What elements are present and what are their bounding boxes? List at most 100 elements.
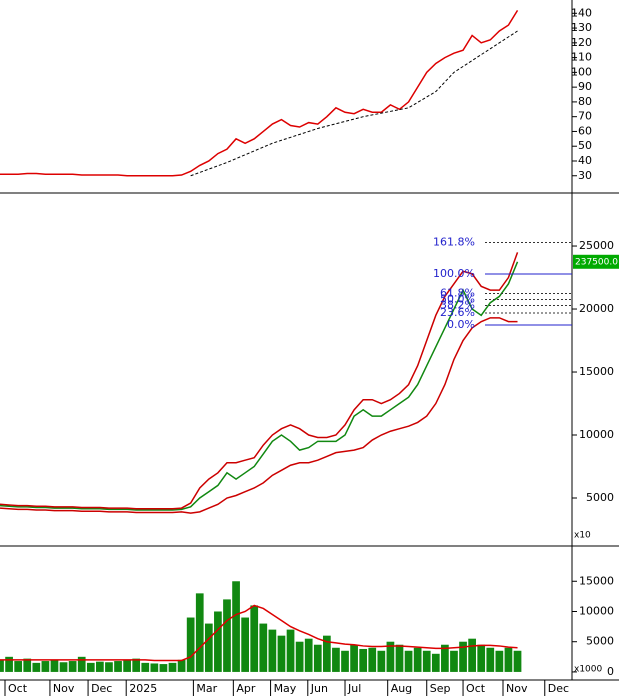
volume-bar bbox=[0, 659, 4, 672]
series-line bbox=[0, 261, 519, 511]
volume-bar bbox=[214, 611, 222, 672]
volume-bar bbox=[59, 662, 68, 672]
volume-bar bbox=[250, 605, 259, 672]
volume-bar bbox=[105, 662, 113, 672]
unit-label: x10 bbox=[574, 531, 591, 541]
y-tick-label: 50 bbox=[578, 139, 592, 152]
volume-bar bbox=[286, 629, 295, 672]
volume-bar bbox=[96, 661, 104, 672]
volume-bar bbox=[313, 644, 322, 672]
fib-label: 50.0% bbox=[440, 293, 475, 306]
fib-label: 38.2% bbox=[440, 299, 475, 312]
y-tick-label: 15000 bbox=[579, 574, 614, 587]
volume-bar bbox=[50, 659, 59, 672]
fib-label: 0.0% bbox=[447, 318, 475, 331]
volume-bar bbox=[23, 658, 32, 672]
x-tick-label: Sep bbox=[430, 682, 451, 695]
y-tick-label: 0 bbox=[607, 665, 614, 678]
volume-bar bbox=[422, 650, 431, 672]
y-tick-label: 30 bbox=[578, 169, 592, 182]
volume-bar bbox=[277, 635, 286, 672]
series-line bbox=[0, 9, 519, 177]
x-tick-label: Nov bbox=[506, 682, 528, 695]
volume-bar bbox=[86, 662, 95, 672]
x-tick-label: Oct bbox=[8, 682, 28, 695]
volume-bar bbox=[268, 629, 277, 672]
volume-bar bbox=[241, 617, 250, 672]
y-tick-label: 60 bbox=[578, 124, 592, 137]
x-tick-label: Jul bbox=[347, 682, 361, 695]
y-tick-label: 80 bbox=[578, 95, 592, 108]
y-tick-label: 100 bbox=[571, 65, 592, 78]
volume-bar bbox=[413, 647, 422, 672]
volume-bar bbox=[177, 659, 186, 672]
fib-label: 100.0% bbox=[433, 267, 475, 280]
last-price-label: 237500.0 bbox=[575, 257, 618, 267]
volume-bar bbox=[332, 647, 340, 672]
y-tick-label: 20000 bbox=[579, 302, 614, 315]
y-tick-label: 5000 bbox=[586, 491, 614, 504]
x-tick-label: 2025 bbox=[129, 682, 157, 695]
y-tick-label: 15000 bbox=[579, 365, 614, 378]
volume-bar bbox=[468, 638, 476, 672]
series-line bbox=[0, 317, 518, 514]
last-price-box bbox=[573, 254, 619, 269]
volume-bar bbox=[159, 664, 168, 672]
volume-bar bbox=[259, 623, 268, 672]
volume-bar bbox=[132, 658, 141, 672]
series-line bbox=[0, 604, 518, 662]
volume-bar bbox=[395, 644, 404, 672]
volume-bar bbox=[150, 663, 159, 672]
volume-bar bbox=[350, 644, 358, 672]
volume-bar bbox=[513, 650, 522, 672]
x-tick-label: Apr bbox=[236, 682, 256, 695]
volume-bar bbox=[295, 641, 304, 672]
y-tick-label: 90 bbox=[578, 80, 592, 93]
volume-bar bbox=[232, 581, 240, 672]
volume-bar bbox=[5, 656, 13, 672]
y-tick-label: 140 bbox=[571, 6, 592, 19]
unit-label: x1000 bbox=[574, 665, 603, 675]
x-tick-label: Aug bbox=[391, 682, 412, 695]
volume-bar bbox=[477, 644, 486, 672]
volume-bar bbox=[186, 617, 195, 672]
volume-bar bbox=[168, 662, 177, 672]
volume-bar bbox=[341, 650, 349, 672]
y-tick-label: 25000 bbox=[579, 239, 614, 252]
x-tick-label: May bbox=[274, 682, 297, 695]
y-tick-label: 70 bbox=[578, 110, 592, 123]
volume-bar bbox=[123, 659, 131, 672]
volume-bar bbox=[495, 650, 504, 672]
volume-bar bbox=[504, 647, 513, 672]
volume-bar bbox=[450, 650, 458, 672]
x-tick-label: Dec bbox=[91, 682, 112, 695]
y-tick-label: 5000 bbox=[586, 635, 614, 648]
volume-bar bbox=[204, 623, 213, 672]
y-tick-label: 10000 bbox=[579, 604, 614, 617]
x-tick-label: Mar bbox=[196, 682, 217, 695]
volume-bar bbox=[114, 661, 122, 672]
volume-bar bbox=[431, 653, 440, 672]
volume-bar bbox=[486, 647, 495, 672]
volume-bar bbox=[386, 641, 395, 672]
y-tick-label: 110 bbox=[571, 51, 592, 64]
x-tick-label: Jun bbox=[310, 682, 328, 695]
series-line bbox=[190, 30, 518, 177]
x-tick-label: Dec bbox=[548, 682, 569, 695]
volume-bar bbox=[404, 650, 413, 672]
y-tick-label: 120 bbox=[571, 36, 592, 49]
fib-label: 161.8% bbox=[433, 235, 475, 248]
volume-bar bbox=[223, 599, 231, 672]
volume-bar bbox=[68, 661, 77, 672]
volume-bar bbox=[141, 662, 150, 672]
volume-bar bbox=[41, 661, 50, 672]
volume-bar bbox=[77, 656, 86, 672]
series-line bbox=[0, 252, 519, 510]
y-tick-label: 10000 bbox=[579, 428, 614, 441]
volume-bar bbox=[32, 662, 41, 672]
volume-bar bbox=[304, 638, 313, 672]
volume-bar bbox=[459, 641, 467, 672]
y-tick-label: 40 bbox=[578, 154, 592, 167]
